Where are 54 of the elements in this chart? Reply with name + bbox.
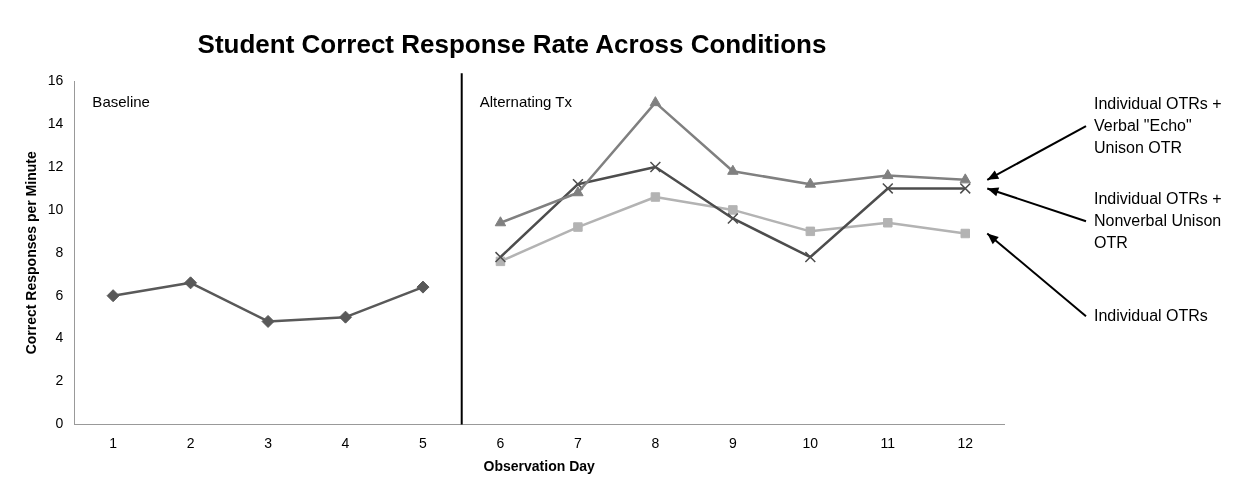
point [649, 161, 662, 173]
text: Individual OTRs + Nonverbal Unison OTR [1094, 189, 1222, 251]
point [572, 186, 584, 197]
point [494, 216, 507, 227]
x-tick-label: 4 [341, 434, 350, 451]
point [959, 182, 971, 195]
y-tick-label: 2 [55, 372, 64, 389]
point [960, 228, 971, 239]
y-tick-label: 4 [55, 329, 64, 346]
x-axis-title: Observation Day [483, 458, 596, 475]
x-tick-label: 2 [186, 434, 195, 451]
point [184, 276, 198, 290]
point [804, 177, 817, 188]
point [883, 218, 893, 228]
point [106, 289, 120, 303]
y-tick-label: 10 [47, 200, 64, 217]
point [728, 205, 738, 215]
point [882, 182, 894, 195]
point [339, 310, 353, 324]
point [882, 169, 894, 180]
y-tick-label: 8 [55, 243, 64, 260]
y-tick-label: 6 [55, 286, 64, 303]
point [572, 178, 584, 190]
point [650, 192, 661, 202]
point [494, 251, 507, 263]
x-tick-label: 6 [496, 434, 505, 451]
y-tick-label: 14 [47, 114, 64, 131]
x-tick-label: 11 [880, 434, 896, 451]
x-tick-label: 1 [109, 434, 118, 451]
y-tick-label: 12 [47, 157, 64, 174]
text: Individual OTRs + Verbal "Echo" Unison OTR [1094, 94, 1222, 156]
x-tick-label: 10 [802, 434, 819, 451]
y-axis-title: Correct Responses per Minute [23, 151, 40, 355]
y-tick-label: 0 [55, 415, 64, 432]
x-tick-label: 9 [728, 434, 737, 451]
point [261, 314, 275, 328]
annotation: Alternating Tx [479, 92, 573, 110]
x-tick-label: 3 [264, 434, 273, 451]
point [649, 96, 662, 107]
annotation: Baseline [92, 92, 150, 110]
x-tick-label: 5 [419, 434, 428, 451]
point [573, 222, 583, 232]
point [805, 226, 816, 237]
chart-title: Student Correct Response Rate Across Conditions [197, 28, 827, 59]
text: Individual OTRs [1094, 306, 1208, 324]
point [416, 280, 430, 294]
x-tick-label: 12 [957, 434, 974, 451]
y-tick-label: 16 [47, 72, 64, 89]
point [959, 173, 971, 184]
x-tick-label: 7 [574, 434, 583, 451]
point [804, 251, 817, 263]
x-tick-label: 8 [651, 434, 660, 451]
point [727, 212, 739, 225]
point [727, 164, 739, 175]
